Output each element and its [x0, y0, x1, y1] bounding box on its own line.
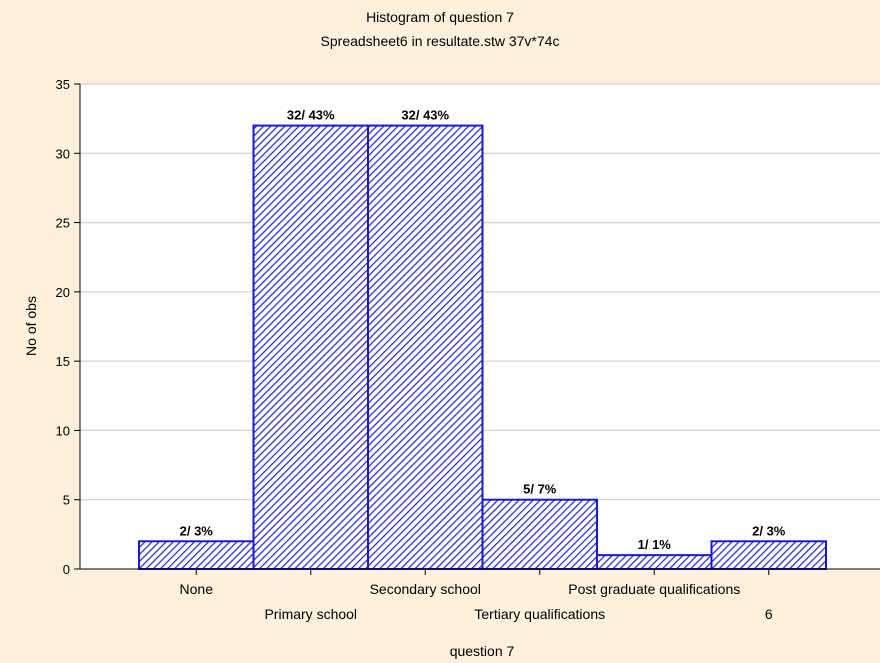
data-labels: 2/ 3% 32/ 43% 32/ 43% 5/ 7% 1/ 1% 2/ 3% — [180, 108, 786, 553]
bar — [252, 124, 369, 570]
bar-data-label: 5/ 7% — [523, 482, 557, 497]
bar-data-label: 32/ 43% — [401, 108, 449, 123]
y-tick-label: 10 — [56, 423, 70, 438]
x-category-label: Post graduate qualifications — [568, 581, 740, 597]
bar — [138, 540, 255, 570]
bar-data-label: 32/ 43% — [287, 108, 335, 123]
x-axis-label: question 7 — [450, 643, 515, 659]
x-category-label: None — [180, 581, 214, 597]
y-tick-label: 35 — [56, 77, 70, 92]
y-tick-label: 0 — [63, 562, 70, 577]
y-axis-label: No of obs — [23, 296, 39, 356]
y-tick-label: 15 — [56, 354, 70, 369]
y-tick-label: 5 — [63, 493, 70, 508]
y-tick-label: 30 — [56, 146, 70, 161]
y-tick-label: 20 — [56, 285, 70, 300]
bar — [367, 124, 484, 570]
x-category-label: Primary school — [264, 606, 357, 622]
y-axis-ticks: 0 5 10 15 20 25 30 35 — [56, 77, 80, 577]
bar-data-label: 2/ 3% — [180, 523, 214, 538]
x-axis-categories: None Primary school Secondary school Tertia… — [180, 569, 773, 622]
bar — [481, 498, 598, 571]
y-tick-label: 25 — [56, 216, 70, 231]
bar-data-label: 1/ 1% — [638, 537, 672, 552]
bar — [710, 540, 827, 570]
x-category-label: 6 — [765, 606, 773, 622]
bar — [596, 554, 713, 571]
x-category-label: Secondary school — [370, 581, 481, 597]
chart-subtitle: Spreadsheet6 in resultate.stw 37v*74c — [321, 33, 560, 49]
bar-data-label: 2/ 3% — [752, 523, 786, 538]
x-category-label: Tertiary qualifications — [474, 606, 605, 622]
chart-title: Histogram of question 7 — [366, 9, 514, 25]
